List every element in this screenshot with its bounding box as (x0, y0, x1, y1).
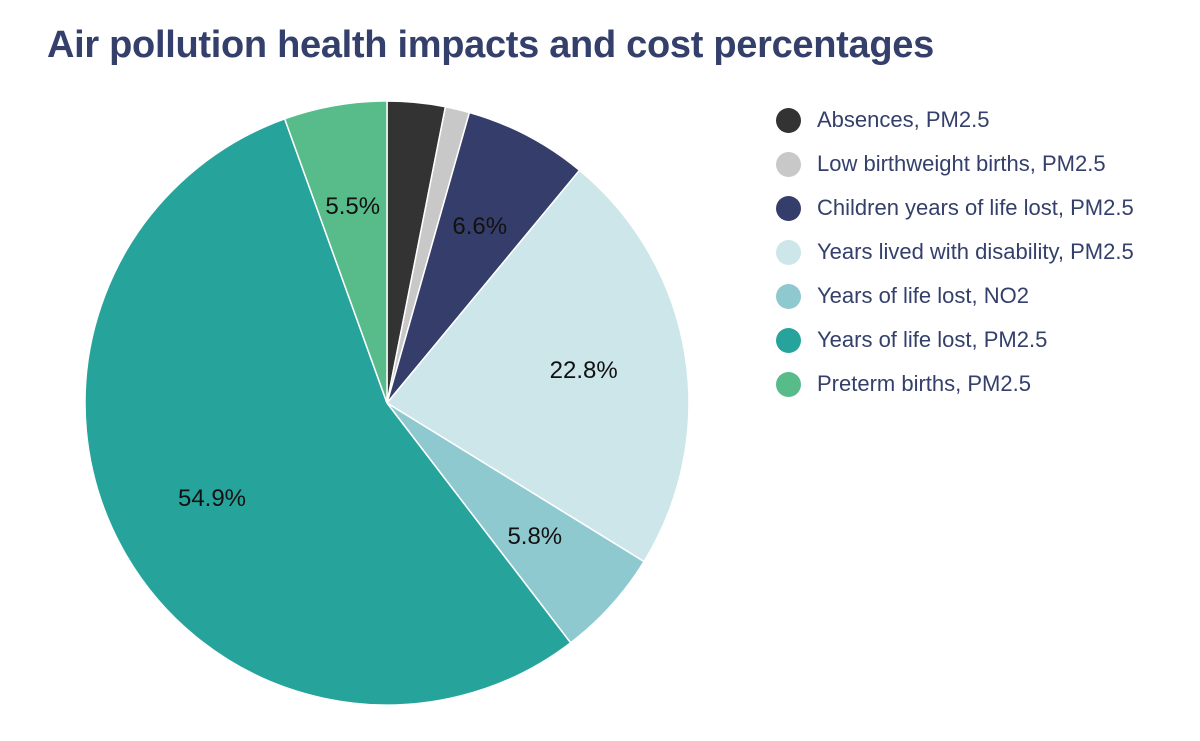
legend-item: Absences, PM2.5 (776, 98, 1134, 142)
legend-label: Preterm births, PM2.5 (817, 371, 1031, 396)
pie-slice-6 (283, 100, 388, 404)
legend-label: Low birthweight births, PM2.5 (817, 151, 1106, 176)
chart-title: Air pollution health impacts and cost pe… (47, 24, 934, 66)
legend-swatch (776, 195, 801, 221)
legend-item: Years of life lost, NO2 (776, 274, 1134, 318)
slice-value-label: 54.9% (178, 485, 246, 512)
pie-slice-2 (386, 111, 581, 404)
legend-item: Years of life lost, PM2.5 (776, 318, 1134, 362)
legend-label: Years of life lost, NO2 (817, 283, 1029, 308)
legend-label: Absences, PM2.5 (817, 107, 990, 132)
legend-swatch (776, 239, 801, 265)
legend-swatch (776, 283, 801, 309)
chart-legend: Absences, PM2.5 Low birthweight births, P… (776, 98, 1134, 406)
legend-item: Preterm births, PM2.5 (776, 362, 1134, 406)
legend-swatch (776, 107, 801, 133)
legend-label: Years lived with disability, PM2.5 (817, 239, 1134, 264)
legend-label: Years of life lost, PM2.5 (817, 327, 1048, 352)
slice-value-label: 5.8% (507, 523, 562, 550)
slice-value-label: 5.5% (325, 193, 380, 220)
legend-item: Years lived with disability, PM2.5 (776, 230, 1134, 274)
slice-value-label: 22.8% (550, 357, 618, 384)
legend-swatch (776, 327, 801, 353)
legend-swatch (776, 151, 801, 177)
slice-value-label: 6.6% (452, 213, 507, 240)
pie-labels: 6.6% 22.8% 5.8% 54.9% 5.5% (178, 193, 618, 550)
legend-item: Children years of life lost, PM2.5 (776, 186, 1134, 230)
legend-swatch (776, 371, 801, 397)
pie-slice-5 (84, 117, 572, 706)
pie-slice-3 (385, 169, 690, 563)
legend-item: Low birthweight births, PM2.5 (776, 142, 1134, 186)
legend-label: Children years of life lost, PM2.5 (817, 195, 1134, 220)
pie-chart: 6.6% 22.8% 5.8% 54.9% 5.5% (84, 100, 690, 706)
pie-slices (84, 100, 690, 706)
